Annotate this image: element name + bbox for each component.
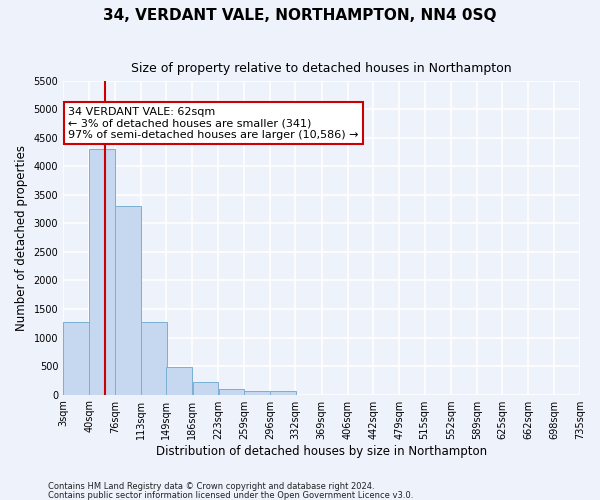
Text: Contains public sector information licensed under the Open Government Licence v3: Contains public sector information licen… [48,490,413,500]
Bar [270,391,296,394]
Bar [218,389,244,394]
Bar [89,150,115,394]
X-axis label: Distribution of detached houses by size in Northampton: Distribution of detached houses by size … [156,444,487,458]
Text: 34, VERDANT VALE, NORTHAMPTON, NN4 0SQ: 34, VERDANT VALE, NORTHAMPTON, NN4 0SQ [103,8,497,22]
Text: Contains HM Land Registry data © Crown copyright and database right 2024.: Contains HM Land Registry data © Crown c… [48,482,374,491]
Title: Size of property relative to detached houses in Northampton: Size of property relative to detached ho… [131,62,512,76]
Bar [141,322,167,394]
Text: 34 VERDANT VALE: 62sqm
← 3% of detached houses are smaller (341)
97% of semi-det: 34 VERDANT VALE: 62sqm ← 3% of detached … [68,106,359,140]
Y-axis label: Number of detached properties: Number of detached properties [15,144,28,330]
Bar [166,367,192,394]
Bar [115,206,141,394]
Bar [193,382,218,394]
Bar [244,391,270,394]
Bar [63,322,89,394]
